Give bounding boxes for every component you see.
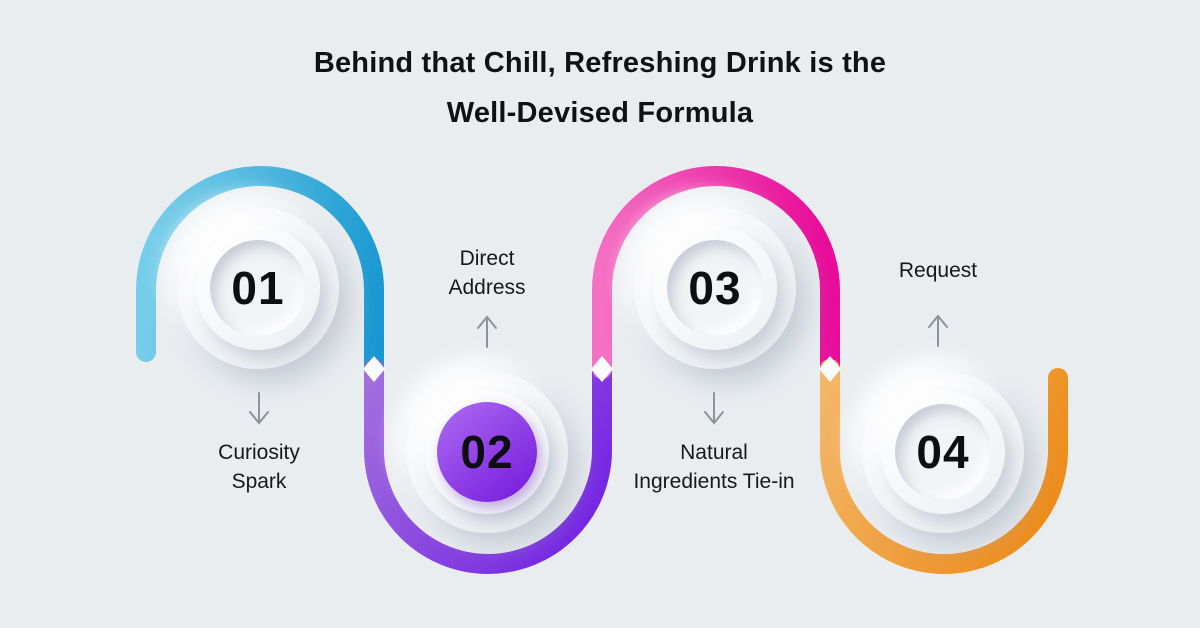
step-3-outer-disc: 03: [634, 207, 796, 369]
path-segment-3: [592, 166, 840, 379]
step-1-label: Curiosity Spark: [218, 441, 300, 493]
step-4-number-well: 04: [895, 404, 991, 500]
path-segment-4: [820, 359, 1068, 574]
step-node-2: 02: [406, 371, 568, 533]
step-node-3: 03: [634, 207, 796, 369]
step-1-mid-disc: 01: [196, 226, 320, 350]
step-3-label-block: Natural Ingredients Tie-in: [604, 390, 824, 496]
page-title: Behind that Chill, Refreshing Drink is t…: [0, 38, 1200, 138]
step-1-number: 01: [231, 262, 285, 314]
connector-diamond-icon: [591, 356, 613, 382]
step-4-mid-disc: 04: [881, 390, 1005, 514]
step-3-label: Natural Ingredients Tie-in: [633, 441, 795, 493]
title-line-1: Behind that Chill, Refreshing Drink is t…: [313, 47, 887, 79]
step-2-mid-disc: 02: [425, 390, 549, 514]
step-3-mid-disc: 03: [653, 226, 777, 350]
step-2-outer-disc: 02: [406, 371, 568, 533]
path-segment-2: [364, 359, 612, 574]
arrow-up-icon: [928, 314, 948, 347]
step-4-number: 04: [916, 426, 970, 478]
arrow-down-icon: [249, 392, 269, 425]
step-3-number: 03: [688, 262, 742, 314]
step-1-label-block: Curiosity Spark: [149, 390, 369, 496]
path-segment-1: [136, 166, 384, 379]
step-2-label-block: Direct Address: [377, 244, 597, 350]
step-2-number-disc: 02: [437, 402, 537, 502]
step-4-outer-disc: 04: [862, 371, 1024, 533]
step-1-number-well: 01: [210, 240, 306, 336]
arrow-down-icon: [704, 392, 724, 425]
title-line-2: Well-Devised Formula: [446, 97, 754, 129]
connector-diamond-icon: [819, 356, 841, 382]
connector-diamond-icon: [363, 356, 385, 382]
arrow-up-icon: [477, 315, 497, 348]
step-2-label: Direct Address: [448, 247, 526, 299]
step-node-1: 01: [177, 207, 339, 369]
step-2-number: 02: [460, 426, 514, 478]
step-4-label: Request: [898, 259, 978, 282]
step-3-number-well: 03: [667, 240, 763, 336]
step-4-label-block: Request: [828, 256, 1048, 349]
step-node-4: 04: [862, 371, 1024, 533]
step-1-outer-disc: 01: [177, 207, 339, 369]
